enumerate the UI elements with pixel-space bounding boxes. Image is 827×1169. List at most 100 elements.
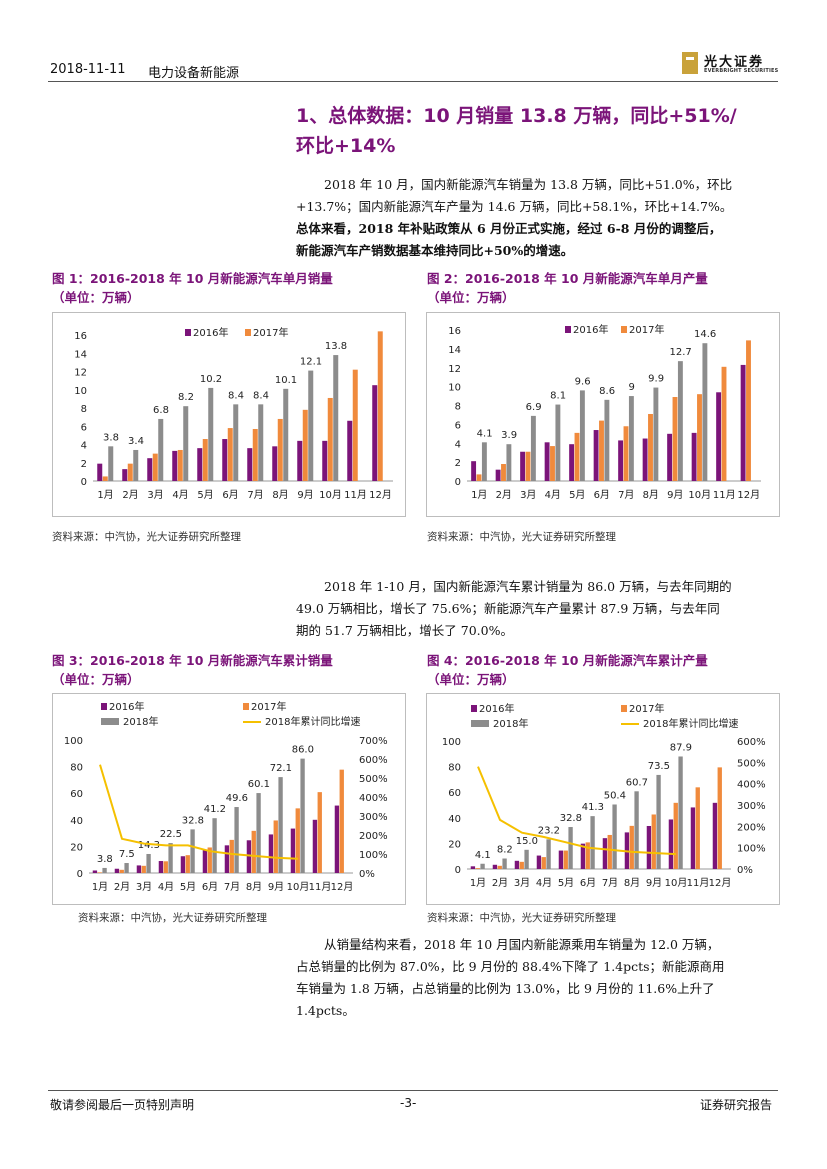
bar-2018年 bbox=[546, 839, 551, 869]
bar-2018年 bbox=[590, 816, 595, 869]
bar-2017年 bbox=[202, 439, 208, 481]
y2-tick-label: 700% bbox=[359, 736, 388, 747]
bar-2017年 bbox=[302, 409, 308, 481]
section-title-line2: 环比+14% bbox=[296, 135, 396, 157]
legend-swatch bbox=[621, 326, 627, 333]
bar-2016年 bbox=[514, 860, 520, 869]
x-tick-label: 8月 bbox=[643, 489, 659, 501]
x-tick-label: 7月 bbox=[247, 489, 263, 501]
bar-2017年 bbox=[651, 814, 656, 869]
fig1-unit: （单位：万辆） bbox=[52, 290, 140, 305]
bar-2016年 bbox=[272, 446, 278, 481]
x-tick-label: 7月 bbox=[224, 881, 240, 893]
x-tick-label: 8月 bbox=[272, 489, 288, 501]
y2-tick-label: 600% bbox=[359, 755, 388, 766]
bar-2018年 bbox=[208, 387, 214, 481]
bar-2017年 bbox=[550, 446, 555, 481]
data-label: 8.6 bbox=[599, 386, 615, 397]
legend-swatch bbox=[243, 703, 249, 710]
bar-2017年 bbox=[102, 476, 108, 481]
y2-tick-label: 400% bbox=[737, 780, 766, 791]
bar-2016年 bbox=[580, 843, 586, 869]
y2-tick-label: 100% bbox=[359, 850, 388, 861]
fig2-title: 图 2：2016-2018 年 10 月新能源汽车单月产量 bbox=[427, 271, 708, 286]
data-label: 32.8 bbox=[182, 815, 204, 826]
x-tick-label: 4月 bbox=[158, 881, 174, 893]
fig4-title-block: 图 4：2016-2018 年 10 月新能源汽车累计产量 （单位：万辆） bbox=[427, 651, 708, 689]
bar-2018年 bbox=[634, 791, 639, 869]
bar-2018年 bbox=[653, 387, 659, 481]
bar-2016年 bbox=[569, 444, 575, 481]
y2-tick-label: 100% bbox=[737, 844, 766, 855]
bar-2017年 bbox=[163, 861, 168, 873]
footer-report-type: 证券研究报告 bbox=[700, 1098, 773, 1112]
fig3-title-block: 图 3：2016-2018 年 10 月新能源汽车累计销量 （单位：万辆） bbox=[52, 651, 333, 689]
data-label: 7.5 bbox=[119, 849, 135, 860]
bar-2017年 bbox=[377, 331, 383, 481]
x-tick-label: 1月 bbox=[97, 489, 113, 501]
x-tick-label: 8月 bbox=[246, 881, 262, 893]
x-tick-label: 11月 bbox=[344, 489, 367, 501]
bar-2016年 bbox=[136, 865, 142, 873]
fig3-unit: （单位：万辆） bbox=[52, 672, 140, 687]
data-label: 73.5 bbox=[648, 761, 670, 772]
paragraph-1: 2018 年 10 月，国内新能源汽车销量为 13.8 万辆，同比+51.0%，… bbox=[296, 174, 778, 262]
data-label: 8.2 bbox=[497, 845, 513, 856]
bar-2017年 bbox=[273, 820, 278, 873]
data-label: 49.6 bbox=[226, 793, 248, 804]
bar-2017年 bbox=[607, 834, 612, 869]
data-label: 15.0 bbox=[516, 836, 538, 847]
x-tick-label: 10月 bbox=[287, 881, 310, 893]
data-label: 23.2 bbox=[538, 825, 560, 836]
fig1-title: 图 1：2016-2018 年 10 月新能源汽车单月销量 bbox=[52, 271, 333, 286]
bar-2016年 bbox=[92, 870, 98, 873]
bar-2016年 bbox=[691, 432, 697, 481]
bar-2016年 bbox=[558, 850, 564, 869]
logo-cn: 光大证券 bbox=[704, 55, 765, 70]
y-tick-label: 14 bbox=[448, 345, 461, 356]
x-tick-label: 3月 bbox=[147, 489, 163, 501]
bar-2018年 bbox=[568, 827, 573, 869]
bar-2018年 bbox=[278, 777, 283, 873]
bar-2016年 bbox=[122, 469, 128, 481]
bar-2017年 bbox=[697, 394, 702, 481]
y-tick-label: 4 bbox=[81, 441, 87, 452]
y-tick-label: 60 bbox=[70, 789, 83, 800]
bar-2016年 bbox=[602, 838, 608, 869]
bar-2017年 bbox=[251, 830, 256, 873]
legend-swatch bbox=[471, 705, 477, 712]
x-tick-label: 10月 bbox=[688, 489, 711, 501]
x-tick-label: 7月 bbox=[618, 489, 634, 501]
x-tick-label: 12月 bbox=[369, 489, 392, 501]
bar-2016年 bbox=[668, 819, 674, 869]
bar-2016年 bbox=[646, 825, 652, 869]
bar-2018年 bbox=[258, 404, 264, 481]
bar-2017年 bbox=[721, 366, 727, 481]
fig4-source: 资料来源：中汽协，光大证券研究所整理 bbox=[427, 912, 616, 924]
growth-line bbox=[477, 766, 677, 856]
bar-2017年 bbox=[229, 839, 234, 873]
bar-2016年 bbox=[642, 438, 648, 481]
p1-line1: 2018 年 10 月，国内新能源汽车销量为 13.8 万辆，同比+51.0%，… bbox=[324, 177, 733, 192]
x-tick-label: 11月 bbox=[713, 489, 736, 501]
x-tick-label: 2月 bbox=[492, 877, 508, 889]
data-label: 3.8 bbox=[103, 432, 119, 443]
footer-disclaimer: 敬请参阅最后一页特别声明 bbox=[50, 1098, 195, 1112]
x-tick-label: 9月 bbox=[646, 877, 662, 889]
data-label: 60.1 bbox=[248, 779, 270, 790]
data-label: 72.1 bbox=[270, 763, 292, 774]
bar-2017年 bbox=[295, 808, 300, 873]
section-title-line1: 1、总体数据：10 月销量 13.8 万辆，同比+51%/ bbox=[296, 105, 737, 127]
bar-2018年 bbox=[481, 442, 487, 481]
fig2-chart: 0 2 4 6 8 10 12 14 16 1月 4.1 2月 3.9 3月 6.9 4月 8.1 5月 9.6 6月… bbox=[426, 312, 780, 517]
fig2-unit: （单位：万辆） bbox=[427, 290, 515, 305]
data-label: 6.8 bbox=[153, 405, 169, 416]
p3-line2: 占总销量的比例为 87.0%，比 9 月份的 88.4%下降了 1.4pcts；… bbox=[296, 959, 725, 974]
bar-2017年 bbox=[185, 855, 190, 873]
x-tick-label: 1月 bbox=[471, 489, 487, 501]
y-tick-label: 0 bbox=[81, 477, 87, 488]
y-tick-label: 6 bbox=[455, 420, 461, 431]
bar-2016年 bbox=[740, 364, 746, 481]
x-tick-label: 2月 bbox=[122, 489, 138, 501]
bar-2017年 bbox=[629, 825, 634, 869]
